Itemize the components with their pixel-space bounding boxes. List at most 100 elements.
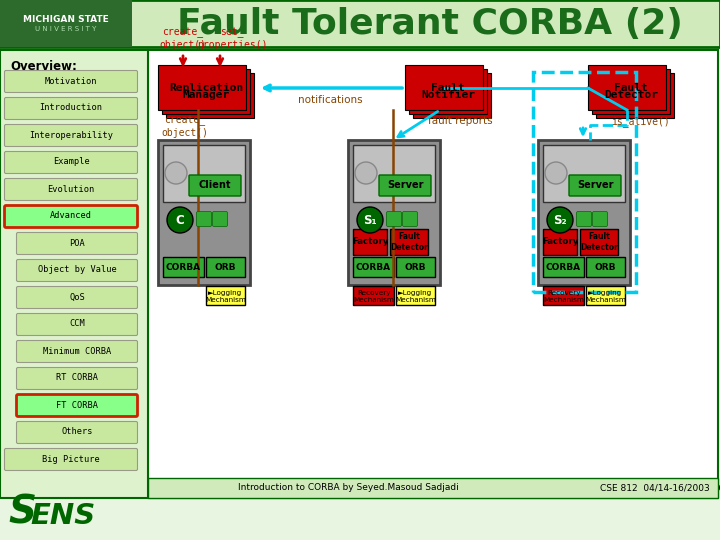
Text: Big Picture: Big Picture: [42, 455, 100, 463]
Text: Factory: Factory: [542, 238, 578, 246]
Text: ORB: ORB: [215, 262, 236, 272]
Text: Advanced: Advanced: [50, 212, 92, 220]
FancyBboxPatch shape: [353, 145, 435, 202]
Text: Replication: Replication: [169, 83, 243, 93]
FancyBboxPatch shape: [586, 286, 625, 305]
FancyBboxPatch shape: [580, 229, 618, 255]
Circle shape: [165, 162, 187, 184]
Text: Factory: Factory: [352, 238, 388, 246]
Text: Overview:: Overview:: [10, 59, 77, 72]
Text: Fault
Detector: Fault Detector: [580, 232, 618, 252]
Text: Fault Tolerant CORBA (2): Fault Tolerant CORBA (2): [177, 7, 683, 41]
FancyBboxPatch shape: [4, 206, 138, 227]
FancyBboxPatch shape: [543, 145, 625, 202]
Text: QoS: QoS: [69, 293, 85, 301]
FancyBboxPatch shape: [158, 65, 246, 110]
Text: Fault
Detector: Fault Detector: [390, 232, 428, 252]
Text: Fault: Fault: [614, 83, 648, 93]
Text: ►Logging
Mechanism: ►Logging Mechanism: [395, 289, 436, 302]
FancyBboxPatch shape: [592, 69, 670, 114]
FancyBboxPatch shape: [197, 212, 212, 226]
Text: S₂: S₂: [553, 213, 567, 226]
FancyBboxPatch shape: [0, 0, 132, 47]
FancyBboxPatch shape: [348, 140, 440, 285]
FancyBboxPatch shape: [543, 257, 584, 277]
Text: Minimum CORBA: Minimum CORBA: [43, 347, 111, 355]
Text: Others: Others: [61, 428, 93, 436]
FancyBboxPatch shape: [402, 212, 418, 226]
FancyBboxPatch shape: [163, 145, 245, 202]
FancyBboxPatch shape: [17, 395, 138, 416]
Text: S: S: [8, 493, 36, 531]
FancyBboxPatch shape: [17, 314, 138, 335]
FancyBboxPatch shape: [206, 286, 245, 305]
FancyBboxPatch shape: [148, 50, 718, 498]
Text: MICHIGAN STATE: MICHIGAN STATE: [23, 15, 109, 24]
FancyBboxPatch shape: [413, 73, 491, 118]
FancyBboxPatch shape: [543, 229, 577, 255]
Text: fault reports: fault reports: [428, 116, 492, 126]
Text: Evolution: Evolution: [48, 185, 94, 193]
Text: create_
object(): create_ object(): [161, 116, 209, 138]
Text: Notifier: Notifier: [421, 90, 475, 100]
FancyBboxPatch shape: [409, 69, 487, 114]
FancyBboxPatch shape: [17, 260, 138, 281]
Text: ENS: ENS: [30, 502, 95, 530]
Text: Recovery
Mechanism: Recovery Mechanism: [543, 289, 584, 302]
FancyBboxPatch shape: [4, 179, 138, 200]
FancyBboxPatch shape: [163, 257, 204, 277]
Circle shape: [547, 207, 573, 233]
Text: POA: POA: [69, 239, 85, 247]
Text: CSE 812  04/14-16/2003   66: CSE 812 04/14-16/2003 66: [600, 483, 720, 492]
FancyBboxPatch shape: [569, 175, 621, 196]
Text: CORBA: CORBA: [166, 262, 201, 272]
FancyBboxPatch shape: [353, 229, 387, 255]
Text: C: C: [176, 213, 184, 226]
FancyBboxPatch shape: [586, 257, 625, 277]
Text: Motivation: Motivation: [45, 77, 97, 85]
FancyBboxPatch shape: [390, 229, 428, 255]
Text: Client: Client: [199, 180, 231, 190]
Text: notifications: notifications: [297, 95, 362, 105]
Text: Interoperability: Interoperability: [29, 131, 113, 139]
Text: create_
object(): create_ object(): [160, 28, 207, 50]
FancyBboxPatch shape: [189, 175, 241, 196]
Text: is_alive(): is_alive(): [611, 116, 670, 127]
FancyBboxPatch shape: [0, 50, 148, 498]
FancyBboxPatch shape: [593, 212, 608, 226]
Text: Recovery
Mechanism: Recovery Mechanism: [353, 289, 394, 302]
FancyBboxPatch shape: [0, 0, 720, 47]
FancyBboxPatch shape: [206, 257, 245, 277]
FancyBboxPatch shape: [353, 257, 394, 277]
FancyBboxPatch shape: [379, 175, 431, 196]
Text: set_
properties(): set_ properties(): [197, 28, 267, 50]
Text: ►Logging
Mechanism: ►Logging Mechanism: [205, 289, 246, 302]
FancyBboxPatch shape: [405, 65, 483, 110]
FancyBboxPatch shape: [4, 71, 138, 92]
Text: CORBA: CORBA: [356, 262, 391, 272]
FancyBboxPatch shape: [148, 478, 718, 498]
FancyBboxPatch shape: [212, 212, 228, 226]
FancyBboxPatch shape: [396, 286, 435, 305]
Text: CCM: CCM: [69, 320, 85, 328]
Text: Introduction: Introduction: [40, 104, 102, 112]
Circle shape: [167, 207, 193, 233]
Text: CORBA: CORBA: [546, 262, 581, 272]
Text: S₁: S₁: [363, 213, 377, 226]
FancyBboxPatch shape: [17, 287, 138, 308]
FancyBboxPatch shape: [353, 286, 394, 305]
FancyBboxPatch shape: [543, 286, 584, 305]
FancyBboxPatch shape: [4, 125, 138, 146]
Circle shape: [545, 162, 567, 184]
FancyBboxPatch shape: [17, 341, 138, 362]
FancyBboxPatch shape: [577, 212, 592, 226]
FancyBboxPatch shape: [166, 73, 254, 118]
Text: Fault: Fault: [431, 83, 465, 93]
FancyBboxPatch shape: [162, 69, 250, 114]
Text: RT CORBA: RT CORBA: [56, 374, 98, 382]
FancyBboxPatch shape: [4, 449, 138, 470]
Text: Server: Server: [387, 180, 423, 190]
Text: ORB: ORB: [595, 262, 616, 272]
Text: Introduction to CORBA by Seyed.Masoud Sadjadi: Introduction to CORBA by Seyed.Masoud Sa…: [238, 483, 459, 492]
FancyBboxPatch shape: [158, 140, 250, 285]
